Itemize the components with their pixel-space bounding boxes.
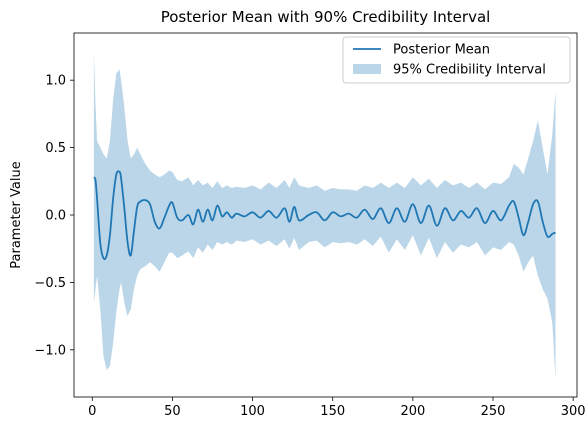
x-axis-ticks: 0 50 100 150 200 250 300 (88, 397, 586, 419)
x-tick-label: 100 (240, 404, 265, 419)
legend-swatch-interval (353, 64, 381, 74)
y-tick-label: −1.0 (34, 343, 66, 358)
legend: Posterior Mean 95% Credibility Interval (342, 36, 571, 84)
posterior-mean-line (93, 170, 556, 261)
x-tick-label: 200 (400, 404, 425, 419)
chart-title: Posterior Mean with 90% Credibility Inte… (161, 8, 491, 26)
x-tick-label: 50 (164, 404, 181, 419)
legend-box (342, 36, 571, 84)
credibility-interval-band (93, 53, 556, 380)
y-tick-label: 0.0 (45, 209, 66, 224)
legend-label-credibility-interval: 95% Credibility Interval (393, 63, 546, 78)
legend-label-posterior-mean: Posterior Mean (393, 43, 490, 58)
y-tick-label: −0.5 (34, 276, 66, 291)
y-tick-label: 1.0 (45, 74, 66, 89)
y-tick-label: 0.5 (45, 141, 66, 156)
credibility-band-layer (93, 53, 556, 380)
y-axis-ticks: −1.0 −0.5 0.0 0.5 1.0 (34, 74, 74, 358)
mean-line-layer (93, 170, 556, 261)
x-tick-label: 300 (561, 404, 586, 419)
x-tick-label: 250 (481, 404, 506, 419)
y-axis-label: Parameter Value (9, 161, 24, 268)
x-tick-label: 150 (320, 404, 345, 419)
x-tick-label: 0 (88, 404, 96, 419)
